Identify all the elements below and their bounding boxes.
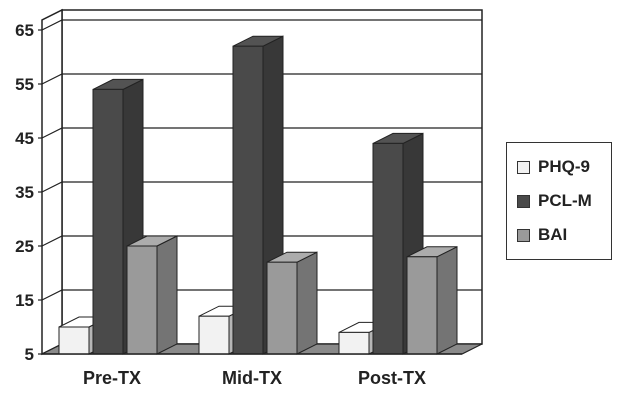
x-tick-label: Pre-TX <box>83 368 141 388</box>
bar-front <box>198 315 230 355</box>
x-tick-label: Mid-TX <box>222 368 282 388</box>
y-tick-label: 45 <box>15 129 34 148</box>
bar-front <box>406 256 438 355</box>
bar-bai-posttx <box>406 245 458 355</box>
y-tick-label: 35 <box>15 183 34 202</box>
legend-label-phq9: PHQ-9 <box>538 157 590 176</box>
gridline <box>41 19 482 31</box>
bar-front <box>232 45 264 355</box>
bar-bai-pretx <box>126 235 178 355</box>
legend-swatch-phq9 <box>517 160 530 174</box>
bar-front <box>58 326 90 355</box>
bar-pclm-pretx <box>92 78 144 355</box>
gridline <box>41 235 482 247</box>
bar-side <box>296 251 318 355</box>
bar-front <box>126 245 158 355</box>
legend-item-phq9: PHQ-9 <box>517 157 590 177</box>
legend-label-bai: BAI <box>538 225 568 244</box>
gridline <box>41 181 482 193</box>
gridline <box>41 127 482 139</box>
y-tick-label: 65 <box>15 21 34 40</box>
bar-front <box>372 142 404 355</box>
plot-side-wall <box>41 8 63 356</box>
legend-label-pclm: PCL-M <box>538 191 592 210</box>
bar-bai-midtx <box>266 251 318 355</box>
legend: PHQ-9 PCL-M BAI <box>506 142 612 260</box>
y-tick-label: 5 <box>25 345 34 364</box>
bar-front <box>92 88 124 355</box>
gridline <box>41 289 482 301</box>
x-tick-label: Post-TX <box>358 368 426 388</box>
y-tick-label: 25 <box>15 237 34 256</box>
legend-item-pclm: PCL-M <box>517 191 592 211</box>
bar-side <box>156 235 178 355</box>
y-tick-label: 55 <box>15 75 34 94</box>
bar-front <box>338 331 370 355</box>
y-tick-label: 15 <box>15 291 34 310</box>
legend-item-bai: BAI <box>517 225 567 245</box>
legend-swatch-pclm <box>517 194 530 208</box>
gridline <box>41 73 482 85</box>
bar-front <box>266 261 298 355</box>
bar-side <box>436 245 458 355</box>
legend-swatch-bai <box>517 228 530 242</box>
